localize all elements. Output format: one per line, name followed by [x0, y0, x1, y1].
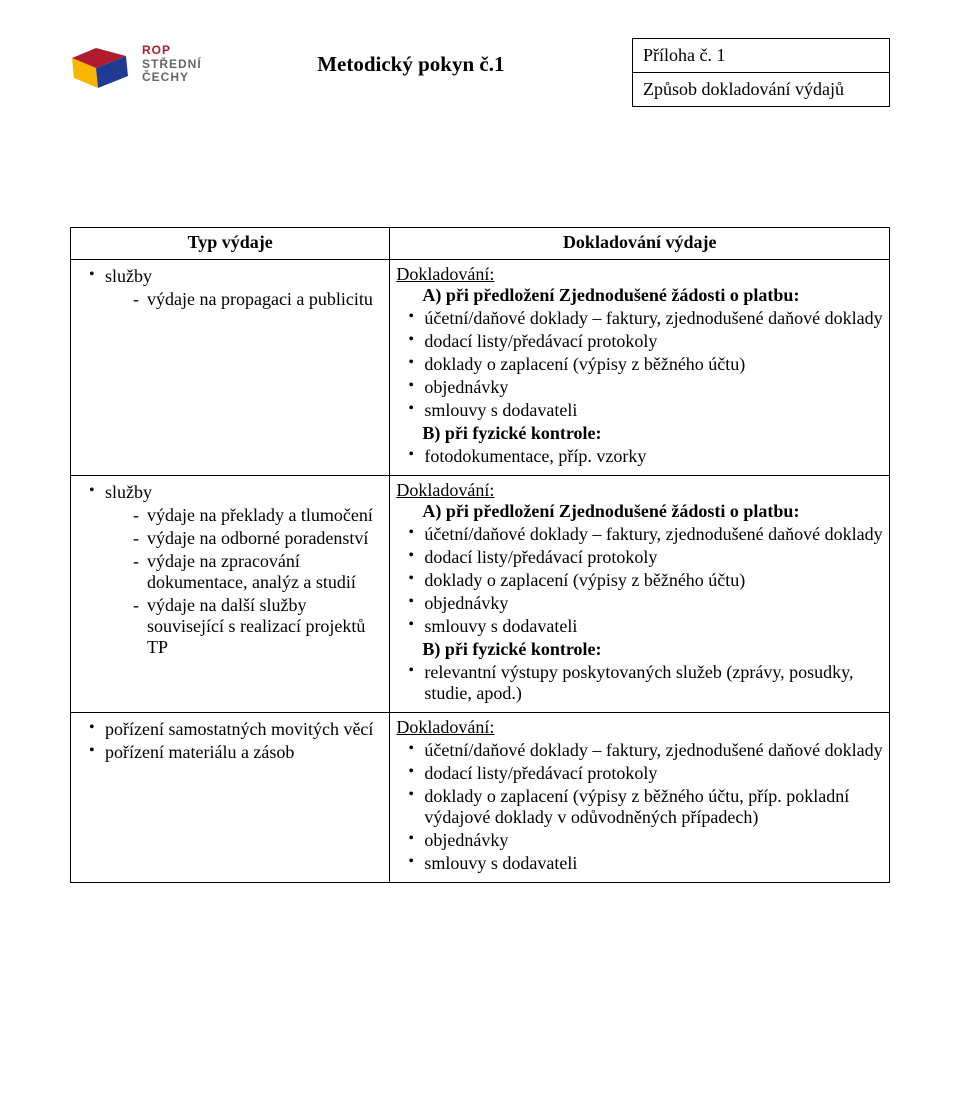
- page-title: Metodický pokyn č.1: [202, 38, 620, 77]
- list-item: pořízení materiálu a zásob: [77, 742, 383, 763]
- list-item: účetní/daňové doklady – faktury, zjednod…: [396, 524, 883, 545]
- header-box-row1: Příloha č. 1: [633, 39, 890, 73]
- list-item: relevantní výstupy poskytovaných služeb …: [396, 662, 883, 704]
- list-item: doklady o zaplacení (výpisy z běžného úč…: [396, 354, 883, 375]
- bullet-text: služby: [105, 266, 152, 286]
- list-item: výdaje na překlady a tlumočení: [105, 505, 383, 526]
- list-item: dodací listy/předávací protokoly: [396, 547, 883, 568]
- table-row: služby výdaje na propagaci a publicitu D…: [71, 260, 890, 476]
- section-b-head: B) při fyzické kontrole:: [396, 423, 883, 444]
- list-item: účetní/daňové doklady – faktury, zjednod…: [396, 308, 883, 329]
- logo-icon: [70, 44, 132, 92]
- logo-line-2: STŘEDNÍ: [142, 58, 202, 71]
- list-item: objednávky: [396, 377, 883, 398]
- list-item: účetní/daňové doklady – faktury, zjednod…: [396, 740, 883, 761]
- list-item: služby výdaje na překlady a tlumočení vý…: [77, 482, 383, 658]
- col-header-right: Dokladování výdaje: [390, 228, 890, 260]
- section-b-head: B) při fyzické kontrole:: [396, 639, 883, 660]
- list-item: objednávky: [396, 830, 883, 851]
- list-item: smlouvy s dodavateli: [396, 400, 883, 421]
- section-a-head: A) při předložení Zjednodušené žádosti o…: [396, 501, 883, 522]
- table-row: pořízení samostatných movitých věcí poří…: [71, 713, 890, 883]
- list-item: fotodokumentace, příp. vzorky: [396, 446, 883, 467]
- cell-left: služby výdaje na propagaci a publicitu: [71, 260, 390, 476]
- list-item: doklady o zaplacení (výpisy z běžného úč…: [396, 786, 883, 828]
- logo-line-3: ČECHY: [142, 71, 202, 84]
- list-item: objednávky: [396, 593, 883, 614]
- header-box-row2: Způsob dokladování výdajů: [633, 73, 890, 107]
- dokladovani-label: Dokladování:: [396, 717, 883, 738]
- list-item: služby výdaje na propagaci a publicitu: [77, 266, 383, 310]
- col-header-left: Typ výdaje: [71, 228, 390, 260]
- list-item: výdaje na další služby související s rea…: [105, 595, 383, 658]
- dokladovani-label: Dokladování:: [396, 264, 883, 285]
- logo-line-1: ROP: [142, 44, 202, 57]
- list-item: pořízení samostatných movitých věcí: [77, 719, 383, 740]
- list-item: dodací listy/předávací protokoly: [396, 331, 883, 352]
- list-item: výdaje na zpracování dokumentace, analýz…: [105, 551, 383, 593]
- section-a-head: A) při předložení Zjednodušené žádosti o…: [396, 285, 883, 306]
- table-row: služby výdaje na překlady a tlumočení vý…: [71, 476, 890, 713]
- list-item: doklady o zaplacení (výpisy z běžného úč…: [396, 570, 883, 591]
- cell-left: služby výdaje na překlady a tlumočení vý…: [71, 476, 390, 713]
- list-item: výdaje na odborné poradenství: [105, 528, 383, 549]
- cell-right: Dokladování: A) při předložení Zjednoduš…: [390, 476, 890, 713]
- cell-right: Dokladování: účetní/daňové doklady – fak…: [390, 713, 890, 883]
- list-item: smlouvy s dodavateli: [396, 853, 883, 874]
- list-item: výdaje na propagaci a publicitu: [105, 289, 383, 310]
- header-info-box: Příloha č. 1 Způsob dokladování výdajů: [632, 38, 890, 107]
- cell-right: Dokladování: A) při předložení Zjednoduš…: [390, 260, 890, 476]
- table-header-row: Typ výdaje Dokladování výdaje: [71, 228, 890, 260]
- list-item: dodací listy/předávací protokoly: [396, 763, 883, 784]
- main-table: Typ výdaje Dokladování výdaje služby výd…: [70, 227, 890, 883]
- bullet-text: služby: [105, 482, 152, 502]
- logo-text: ROP STŘEDNÍ ČECHY: [142, 44, 202, 84]
- dokladovani-label: Dokladování:: [396, 480, 883, 501]
- header: ROP STŘEDNÍ ČECHY Metodický pokyn č.1 Př…: [70, 38, 890, 107]
- list-item: smlouvy s dodavateli: [396, 616, 883, 637]
- logo-block: ROP STŘEDNÍ ČECHY: [70, 44, 202, 92]
- cell-left: pořízení samostatných movitých věcí poří…: [71, 713, 390, 883]
